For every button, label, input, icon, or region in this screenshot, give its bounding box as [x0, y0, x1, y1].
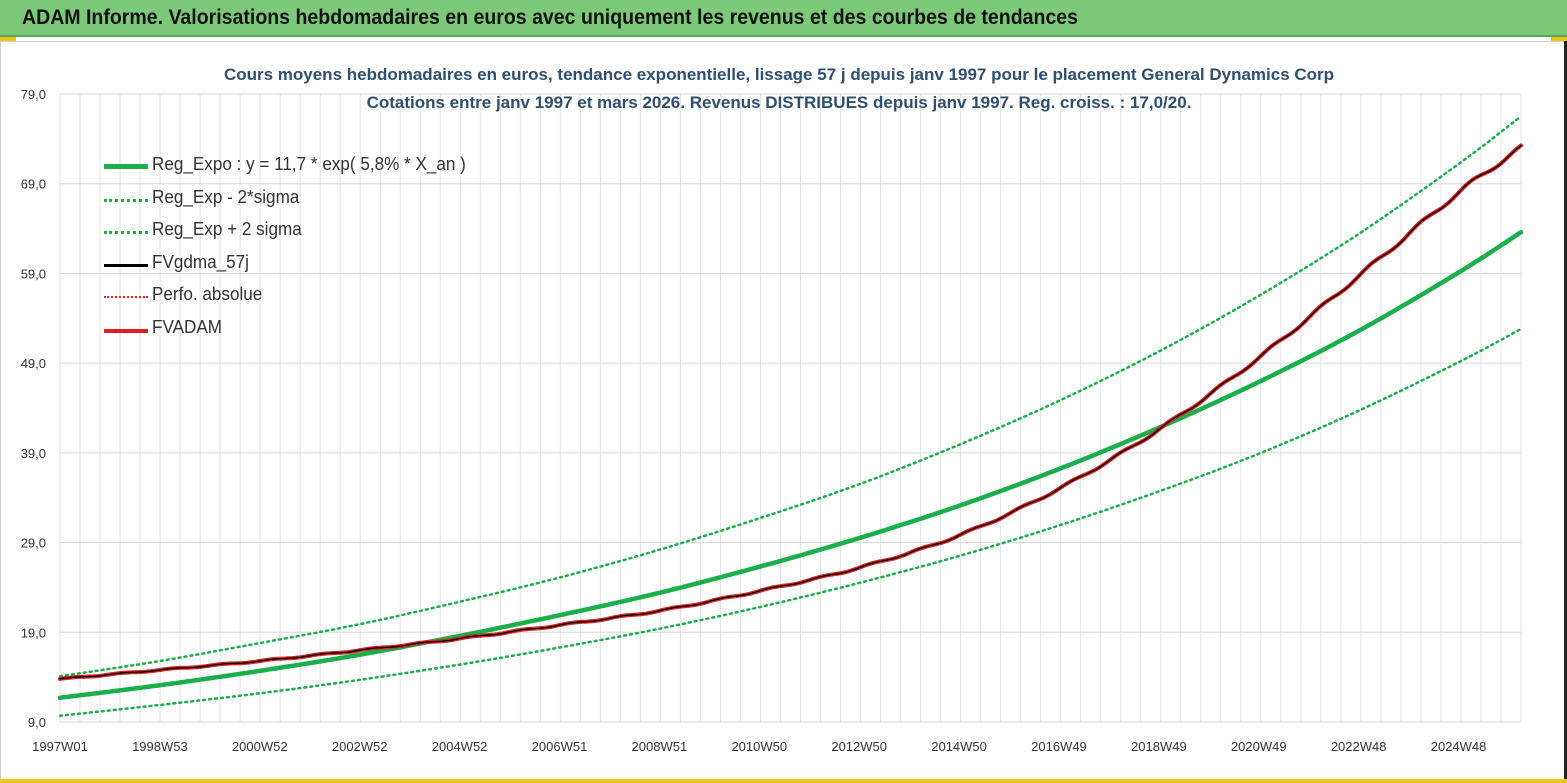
chart-title: Cours moyens hebdomadaires en euros, ten… — [224, 65, 1334, 84]
legend-label-perfo: Perfo. absolue — [152, 284, 263, 305]
legend-label-sigma-plus: Reg_Exp + 2 sigma — [152, 219, 302, 240]
legend-label-reg-expo: Reg_Expo : y = 11,7 * exp( 5,8% * X_an ) — [152, 154, 466, 174]
report-banner: ADAM Informe. Valorisations hebdomadaire… — [0, 0, 1567, 37]
legend-swatch-fvgdma — [104, 263, 148, 267]
x-tick-label: 2022W48 — [1331, 739, 1387, 754]
x-tick-label: 2004W52 — [432, 739, 488, 754]
series-fvgdma — [59, 144, 1522, 680]
series-sigma-plus — [58, 115, 1523, 678]
frame-edge-right — [1564, 41, 1567, 783]
legend-label-sigma-minus: Reg_Exp - 2*sigma — [152, 186, 300, 207]
x-tick-label: 2014W50 — [931, 739, 987, 754]
x-tick-label: 2018W49 — [1131, 739, 1187, 754]
series-reg-expo — [57, 229, 1524, 701]
y-tick-label: 59,0 — [21, 266, 46, 281]
x-tick-label: 2016W49 — [1031, 739, 1087, 754]
x-tick-label: 2000W52 — [232, 739, 288, 754]
series-lines — [57, 115, 1524, 717]
y-tick-label: 9,0 — [28, 715, 46, 730]
legend-swatch-fvadam — [104, 328, 148, 333]
chart-area: Cours moyens hebdomadaires en euros, ten… — [21, 65, 1524, 754]
x-axis-labels: 1997W01 1998W53 2000W52 2002W52 2004W52 2006W… — [32, 739, 1486, 754]
x-tick-label: 2002W52 — [332, 739, 388, 754]
y-tick-label: 19,0 — [21, 625, 46, 640]
legend-label-fvgdma: FVgdma_57j — [152, 251, 249, 272]
gridlines — [59, 93, 1522, 723]
legend-swatch-reg-expo — [104, 164, 148, 169]
x-tick-label: 2008W51 — [632, 739, 688, 754]
y-tick-label: 49,0 — [21, 356, 46, 371]
y-tick-label: 39,0 — [21, 446, 46, 461]
footer-accent-bar — [0, 779, 1567, 783]
x-tick-label: 2012W50 — [831, 739, 887, 754]
x-tick-label: 1998W53 — [132, 739, 188, 754]
legend-swatch-perfo — [104, 296, 148, 299]
y-tick-label: 69,0 — [21, 177, 46, 192]
y-tick-label: 79,0 — [21, 87, 46, 102]
legend-label-fvadam: FVADAM — [152, 316, 222, 337]
legend-swatch-sigma-minus — [104, 198, 148, 202]
x-tick-label: 2010W50 — [731, 739, 787, 754]
x-tick-label: 1997W01 — [32, 739, 88, 754]
chart-subtitle: Cotations entre janv 1997 et mars 2026. … — [367, 93, 1192, 112]
x-tick-label: 2006W51 — [532, 739, 588, 754]
series-sigma-minus — [58, 327, 1523, 717]
x-tick-label: 2020W49 — [1231, 739, 1287, 754]
y-tick-label: 29,0 — [21, 536, 46, 551]
accent-bar-left — [0, 37, 16, 41]
report-title: ADAM Informe. Valorisations hebdomadaire… — [22, 6, 1079, 29]
accent-bar-right — [1551, 37, 1567, 41]
x-tick-label: 2024W48 — [1431, 739, 1487, 754]
legend-swatch-sigma-plus — [104, 231, 148, 235]
y-axis-labels: 9,0 19,0 29,0 39,0 49,0 59,0 69,0 79,0 — [21, 87, 46, 730]
